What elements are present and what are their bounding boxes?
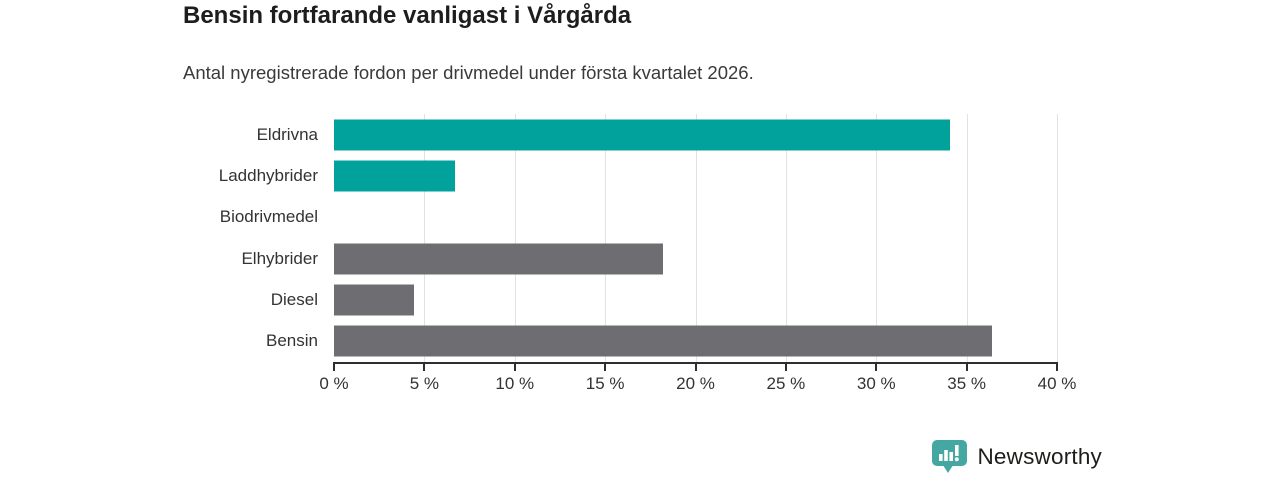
x-axis-tick-label: 15 % <box>585 374 625 393</box>
x-axis-tick <box>423 364 426 371</box>
bar-row: Biodrivmedel <box>220 197 1057 238</box>
bar-row-label: Eldrivna <box>256 124 318 144</box>
newsworthy-logo-icon <box>932 440 968 473</box>
newsworthy-logo: Newsworthy <box>931 439 1102 474</box>
bar-row-label: Bensin <box>266 331 318 351</box>
bar-chart: Eldrivna Laddhybrider Biodrivmedel Elhybrid… <box>219 114 1076 393</box>
gridline <box>695 114 697 362</box>
x-axis-tick-label: 0 % <box>319 374 349 393</box>
bar-row: Elhybrider <box>241 238 1057 279</box>
x-axis-tick-label: 10 % <box>495 374 535 393</box>
x-axis-tick-label: 25 % <box>766 374 806 393</box>
bar-row: Eldrivna <box>257 114 1057 155</box>
x-axis <box>333 362 1058 364</box>
bar <box>334 160 456 192</box>
bar <box>334 243 663 275</box>
x-axis-tick-label: 35 % <box>947 374 986 393</box>
bar-row-label: Diesel <box>270 289 318 309</box>
page-title: Bensin fortfarande vanligast i Vårgårda <box>183 2 632 29</box>
newsworthy-logo-text: Newsworthy <box>977 443 1102 469</box>
gridline <box>785 114 787 362</box>
x-axis-tick <box>784 364 787 371</box>
bar-row-label: Elhybrider <box>241 248 318 268</box>
x-axis-tick-label: 5 % <box>409 374 440 393</box>
bar-row: Diesel <box>271 279 1057 320</box>
bar-row: Laddhybrider <box>219 155 1057 196</box>
x-axis-tick <box>965 364 968 371</box>
bar-row: Bensin <box>266 321 1057 362</box>
x-axis-tick <box>875 364 878 371</box>
gridline <box>605 114 607 362</box>
x-axis-tick-label: 30 % <box>856 374 896 393</box>
x-axis-tick-label: 40 % <box>1037 374 1077 393</box>
x-axis-tick <box>604 364 607 371</box>
bar <box>334 284 414 316</box>
x-axis-tick-label: 20 % <box>676 374 715 393</box>
x-axis-tick <box>513 364 516 371</box>
bar <box>334 325 992 357</box>
gridline <box>876 114 878 362</box>
x-axis-tick <box>1056 364 1058 371</box>
gridline <box>966 114 968 362</box>
x-axis-tick <box>694 364 697 371</box>
gridline <box>514 114 516 362</box>
bar-row-label: Laddhybrider <box>218 165 318 185</box>
gridline <box>1057 114 1058 362</box>
bar <box>334 119 951 151</box>
page-subtitle: Antal nyregistrerade fordon per drivmede… <box>183 62 754 83</box>
x-axis-tick <box>333 364 335 371</box>
gridline <box>424 114 426 362</box>
bar-row-label: Biodrivmedel <box>219 207 318 227</box>
